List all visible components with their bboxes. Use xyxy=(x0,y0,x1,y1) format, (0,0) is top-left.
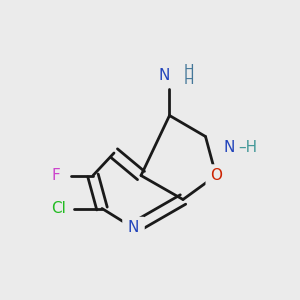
Text: N: N xyxy=(158,68,170,82)
Text: H: H xyxy=(184,74,194,87)
FancyBboxPatch shape xyxy=(122,217,145,239)
Text: Cl: Cl xyxy=(51,201,66,216)
Text: N: N xyxy=(128,220,139,236)
Text: F: F xyxy=(51,168,60,183)
Text: O: O xyxy=(210,168,222,183)
Text: N: N xyxy=(224,140,235,154)
FancyBboxPatch shape xyxy=(206,164,226,187)
Text: –H: –H xyxy=(238,140,257,154)
Text: H: H xyxy=(184,63,194,76)
